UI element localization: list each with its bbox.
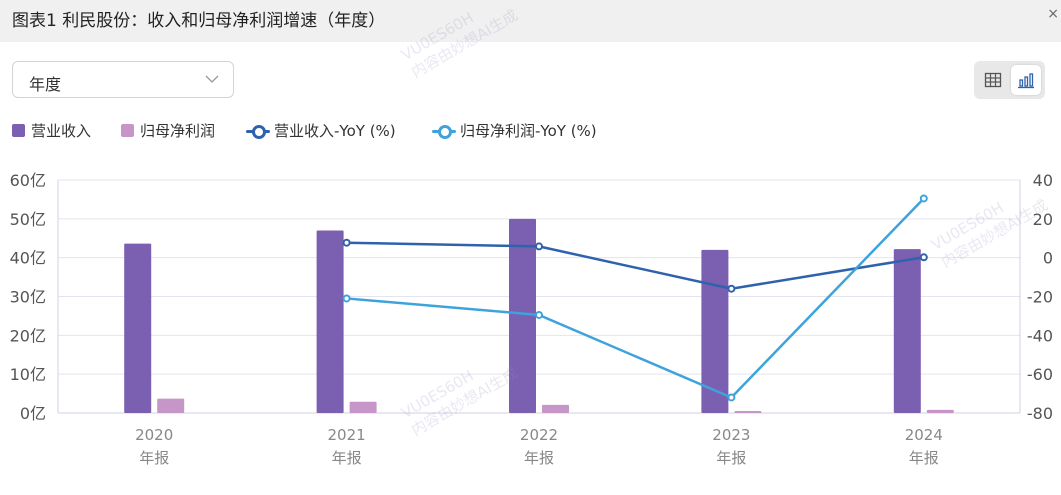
y-left-tick-label: 60亿 xyxy=(10,171,46,190)
y-right-tick-label: -20 xyxy=(1027,288,1053,307)
legend-label-revenue-yoy: 营业收入-YoY (%) xyxy=(274,122,396,140)
y-right-tick-label: 0 xyxy=(1043,249,1053,268)
point-revenue-yoy xyxy=(919,253,928,262)
y-right-tick-label: -60 xyxy=(1027,365,1053,384)
legend-marker-revenue-yoy xyxy=(246,124,270,139)
bar-profit xyxy=(734,411,762,413)
point-profit-yoy xyxy=(727,393,736,402)
y-left-tick-label: 0亿 xyxy=(20,404,46,423)
line-profit-yoy xyxy=(346,197,925,399)
bar-revenue xyxy=(316,230,344,413)
legend-label-profit-yoy: 归母净利润-YoY (%) xyxy=(460,122,597,140)
period-select[interactable]: 年度 xyxy=(12,61,234,98)
x-tick-label-sub: 年报 xyxy=(909,449,939,467)
legend-item-revenue-yoy[interactable]: 营业收入-YoY (%) xyxy=(246,120,396,141)
point-profit-yoy xyxy=(342,294,351,303)
bar-revenue xyxy=(509,218,536,413)
y-right-tick-label: -40 xyxy=(1027,326,1053,345)
point-revenue-yoy xyxy=(342,238,351,247)
point-profit-yoy xyxy=(919,194,928,203)
bar-revenue xyxy=(701,249,729,413)
point-profit-yoy xyxy=(535,310,543,319)
chevron-down-icon xyxy=(205,75,219,83)
bar-revenue xyxy=(124,243,152,413)
y-right-tick-label: -80 xyxy=(1027,404,1053,423)
x-tick-label: 2023 xyxy=(712,426,750,444)
legend-item-profit-yoy[interactable]: 归母净利润-YoY (%) xyxy=(432,120,597,141)
bar-profit xyxy=(157,398,185,413)
legend-swatch-revenue xyxy=(12,124,25,137)
bar-chart-icon xyxy=(1018,73,1034,89)
y-left-tick-label: 40亿 xyxy=(10,249,46,268)
x-tick-label: 2022 xyxy=(520,426,558,444)
x-tick-label-sub: 年报 xyxy=(332,449,362,467)
y-left-tick-label: 10亿 xyxy=(10,365,46,384)
x-tick-label-sub: 年报 xyxy=(716,449,746,467)
legend-item-revenue[interactable]: 营业收入 xyxy=(12,120,91,141)
chart-title: 图表1 利民股份：收入和归母净利润增速（年度） xyxy=(12,11,386,31)
y-left-tick-label: 20亿 xyxy=(10,326,46,345)
legend-swatch-profit xyxy=(121,124,134,137)
point-revenue-yoy xyxy=(535,242,543,251)
bar-profit xyxy=(349,401,377,413)
title-bar: 图表1 利民股份：收入和归母净利润增速（年度） × xyxy=(0,0,1061,42)
chart-canvas: 60亿 50亿 40亿 30亿 20亿 10亿 0亿 40 20 0 -20 -40 -60 -80 202… xyxy=(10,171,1053,467)
y-right-tick-label: 20 xyxy=(1033,210,1053,229)
table-view-button[interactable] xyxy=(978,65,1008,95)
bar-profit xyxy=(926,409,954,413)
x-tick-label: 2020 xyxy=(135,426,173,444)
legend-marker-profit-yoy xyxy=(432,124,456,139)
point-revenue-yoy xyxy=(727,284,736,293)
chart-view-button[interactable] xyxy=(1011,65,1041,95)
close-icon[interactable]: × xyxy=(1047,6,1059,22)
bar-profit xyxy=(542,404,569,413)
period-select-value: 年度 xyxy=(29,75,62,94)
legend-label-profit: 归母净利润 xyxy=(140,122,216,140)
y-right-tick-label: 40 xyxy=(1033,171,1053,190)
x-tick-label-sub: 年报 xyxy=(139,449,169,467)
view-toggle xyxy=(974,61,1045,99)
table-icon xyxy=(984,72,1002,88)
x-tick-label: 2021 xyxy=(328,426,366,444)
legend-label-revenue: 营业收入 xyxy=(31,122,92,140)
bar-revenue xyxy=(893,249,921,413)
x-tick-label: 2024 xyxy=(905,426,943,444)
x-tick-label-sub: 年报 xyxy=(524,449,554,467)
line-revenue-yoy xyxy=(346,241,925,291)
legend-item-profit[interactable]: 归母净利润 xyxy=(121,120,215,141)
y-left-tick-label: 30亿 xyxy=(10,288,46,307)
y-left-tick-label: 50亿 xyxy=(10,210,46,229)
